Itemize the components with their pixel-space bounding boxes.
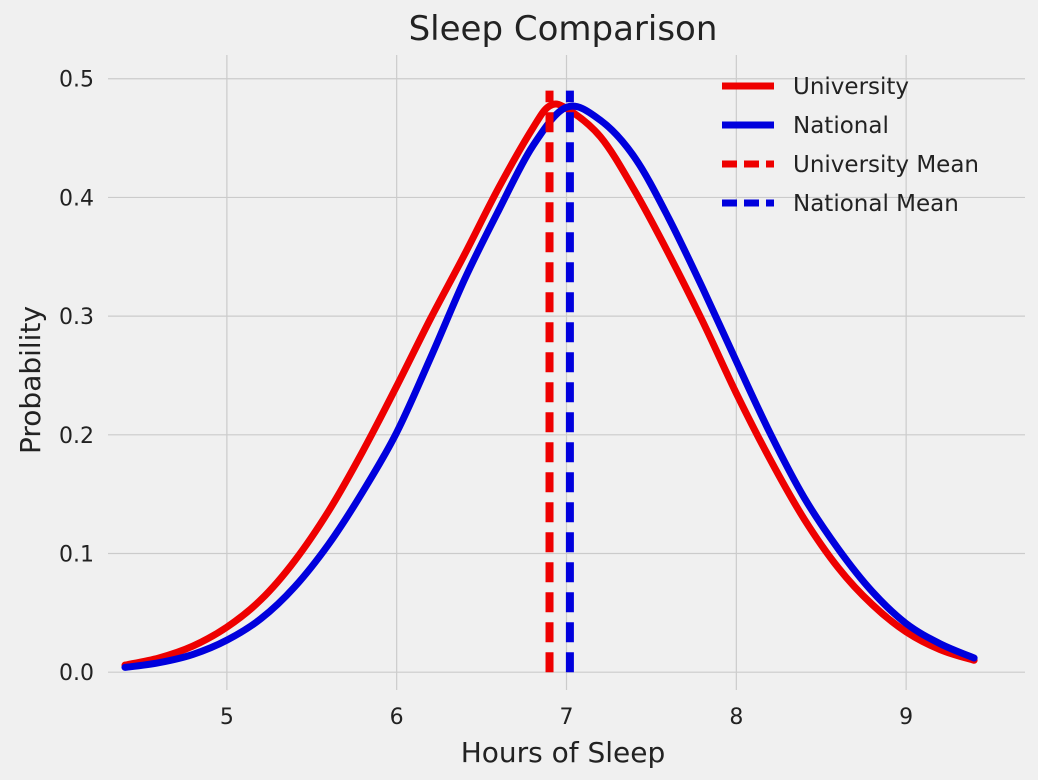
chart-title: Sleep Comparison	[409, 9, 718, 49]
x-tick-label: 6	[390, 705, 404, 730]
y-tick-label: 0.2	[59, 424, 94, 449]
x-tick-label: 8	[729, 705, 743, 730]
legend-label-national-mean: National Mean	[793, 191, 959, 217]
legend-label-university: University	[793, 74, 909, 100]
y-tick-label: 0.3	[59, 305, 94, 330]
x-tick-label: 9	[899, 705, 913, 730]
plot-series	[121, 90, 978, 673]
x-tick-labels: 5 6 7 8 9	[220, 705, 913, 730]
y-tick-label: 0.5	[59, 68, 94, 93]
university-line	[121, 100, 978, 669]
y-tick-labels: 0.0 0.1 0.2 0.3 0.4 0.5	[59, 68, 94, 686]
y-tick-label: 0.4	[59, 186, 94, 211]
y-axis-label: Probability	[14, 306, 47, 454]
legend: University National University Mean Nationa…	[722, 74, 979, 217]
y-tick-label: 0.0	[59, 661, 94, 686]
legend-label-national: National	[793, 113, 889, 139]
y-tick-label: 0.1	[59, 543, 94, 568]
legend-label-university-mean: University Mean	[793, 152, 979, 178]
x-axis-label: Hours of Sleep	[461, 736, 666, 769]
x-tick-label: 5	[220, 705, 234, 730]
x-tick-label: 7	[560, 705, 574, 730]
